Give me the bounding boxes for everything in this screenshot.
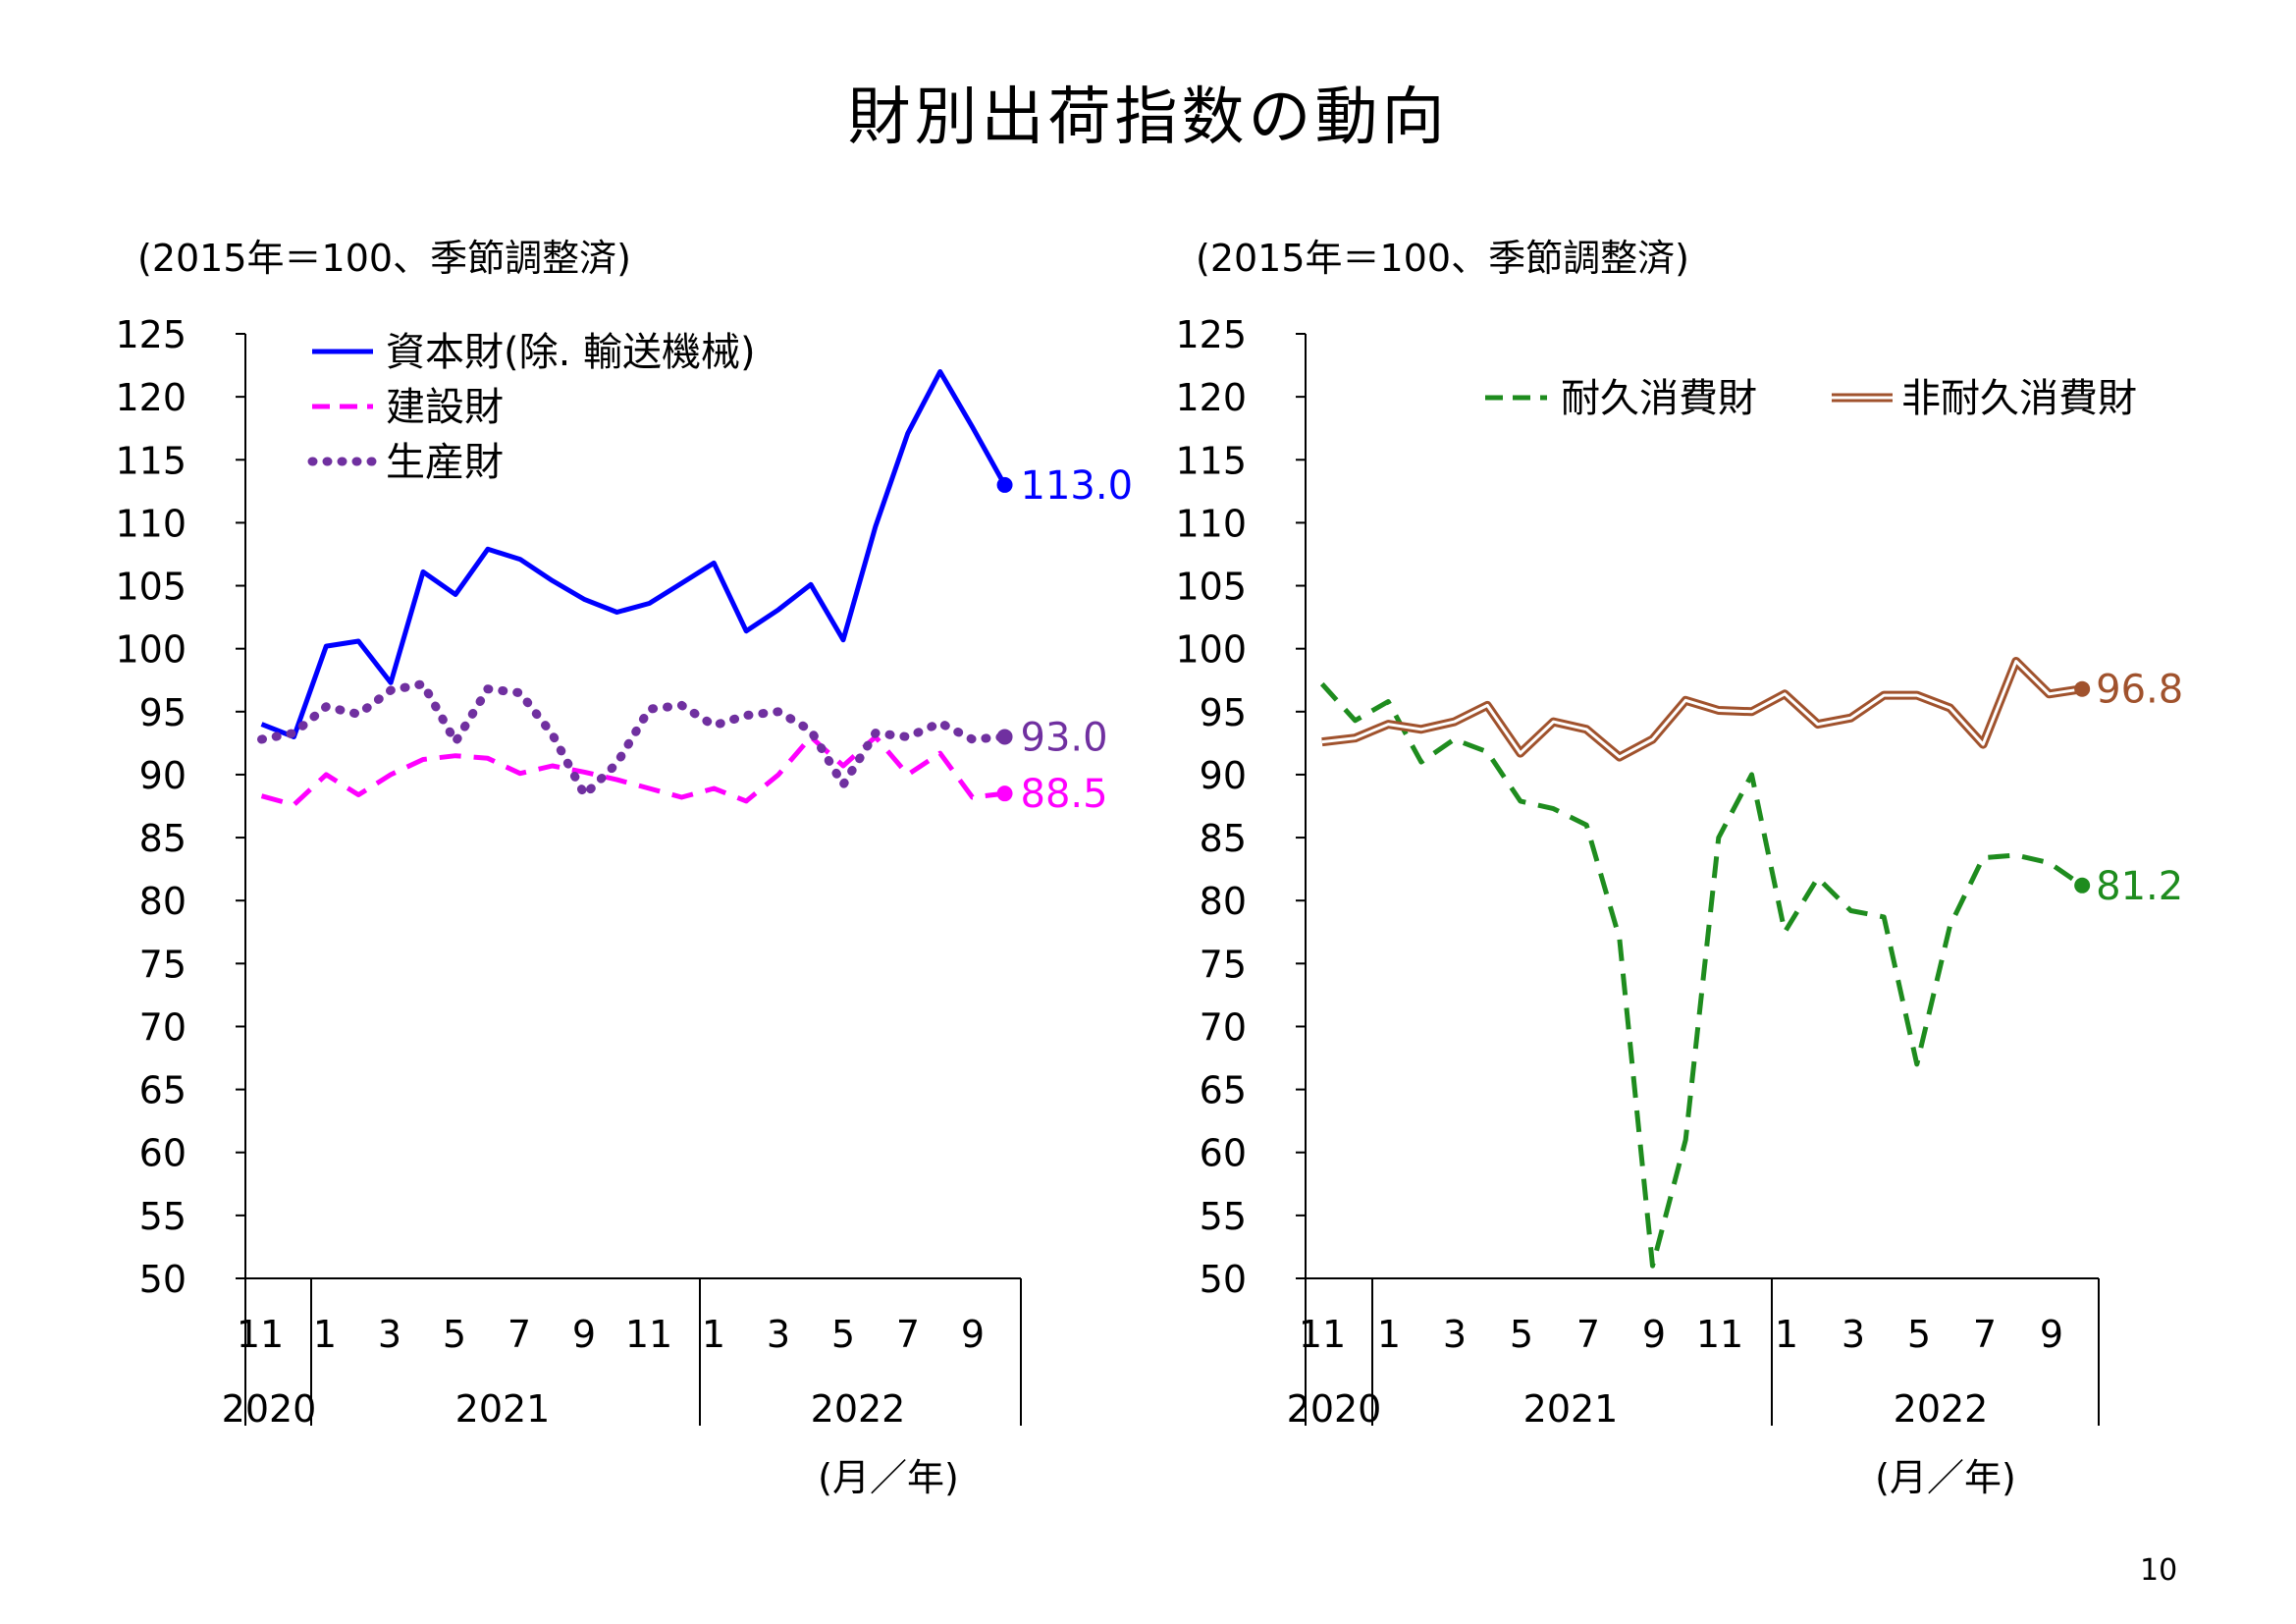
page-number: 10	[2140, 1553, 2178, 1588]
end-value-label: 93.0	[1021, 715, 1108, 760]
series-line-0	[260, 369, 1007, 739]
y-tick-label: 115	[115, 439, 187, 482]
y-tick-label: 70	[1200, 1005, 1247, 1049]
year-label: 2021	[1523, 1387, 1619, 1431]
y-tick-label: 85	[139, 817, 187, 860]
y-tick-label: 105	[1175, 566, 1247, 609]
x-tick-label: 1	[702, 1313, 725, 1356]
end-point-marker	[2074, 680, 2091, 697]
y-tick-label: 125	[115, 313, 187, 356]
end-value-label: 81.2	[2096, 864, 2183, 909]
x-tick-label: 1	[313, 1313, 337, 1356]
end-value-label: 96.8	[2096, 668, 2183, 713]
y-tick-label: 115	[1175, 439, 1247, 482]
end-value-label: 113.0	[1021, 463, 1134, 509]
end-point-marker	[996, 729, 1013, 745]
series-line-2	[257, 679, 1009, 799]
year-label: 2020	[222, 1387, 317, 1431]
y-tick-label: 95	[139, 691, 187, 734]
series-line-1	[1321, 657, 2083, 762]
x-tick-label: 3	[1842, 1313, 1865, 1356]
x-tick-label: 5	[1510, 1313, 1533, 1356]
x-tick-label: 3	[767, 1313, 790, 1356]
x-tick-label: 7	[896, 1313, 920, 1356]
end-point-marker	[996, 476, 1013, 493]
y-tick-label: 75	[139, 943, 187, 986]
y-tick-label: 55	[1200, 1195, 1247, 1238]
legend-label: 建設財	[386, 385, 504, 430]
end-point-marker	[996, 785, 1013, 802]
legend-label: 耐久消費財	[1561, 376, 1757, 421]
x-tick-label: 7	[1973, 1313, 1997, 1356]
y-tick-label: 125	[1175, 313, 1247, 356]
year-label: 2020	[1287, 1387, 1382, 1431]
y-tick-label: 110	[1175, 502, 1247, 545]
year-label: 2022	[811, 1387, 906, 1431]
series-line-1	[260, 734, 1005, 808]
x-tick-label: 9	[572, 1313, 596, 1356]
y-tick-label: 80	[139, 880, 187, 923]
left-chart-unit-label: (2015年＝100、季節調整済)	[137, 237, 631, 280]
y-tick-label: 65	[139, 1069, 187, 1112]
x-tick-label: 11	[1696, 1313, 1743, 1356]
x-tick-label: 9	[961, 1313, 985, 1356]
y-tick-label: 50	[139, 1258, 187, 1301]
x-tick-label: 11	[625, 1313, 672, 1356]
page-title: 財別出荷指数の動向	[847, 81, 1449, 154]
legend-label: 生産財	[386, 440, 504, 485]
end-value-label: 88.5	[1021, 772, 1108, 817]
end-point-marker	[2074, 877, 2091, 893]
x-tick-label: 3	[378, 1313, 401, 1356]
y-tick-label: 85	[1200, 817, 1247, 860]
y-tick-label: 95	[1200, 691, 1247, 734]
y-tick-label: 60	[1200, 1132, 1247, 1175]
legend-label: 非耐久消費財	[1901, 376, 2137, 421]
legend-label: 資本財(除. 輸送機械)	[386, 330, 756, 375]
y-tick-label: 120	[115, 376, 187, 419]
x-tick-label: 11	[237, 1313, 284, 1356]
series-line-0	[1319, 681, 2084, 1269]
x-tick-label: 9	[2040, 1313, 2063, 1356]
year-label: 2022	[1894, 1387, 1989, 1431]
y-tick-label: 60	[139, 1132, 187, 1175]
series-line-1-inner	[1321, 660, 2083, 759]
x-tick-label: 5	[831, 1313, 855, 1356]
x-tick-label: 3	[1443, 1313, 1467, 1356]
y-tick-label: 105	[115, 566, 187, 609]
x-tick-label: 7	[1576, 1313, 1600, 1356]
right-chart-unit-label: (2015年＝100、季節調整済)	[1196, 237, 1689, 280]
y-tick-label: 120	[1175, 376, 1247, 419]
x-tick-label: 1	[1775, 1313, 1798, 1356]
y-tick-label: 100	[115, 628, 187, 672]
x-tick-label: 5	[443, 1313, 466, 1356]
y-tick-label: 65	[1200, 1069, 1247, 1112]
x-tick-label: 9	[1642, 1313, 1666, 1356]
x-tick-label: 7	[507, 1313, 531, 1356]
y-tick-label: 80	[1200, 880, 1247, 923]
x-tick-label: 1	[1377, 1313, 1401, 1356]
year-label: 2021	[455, 1387, 551, 1431]
x-unit-label: (月／年)	[1875, 1456, 2016, 1499]
x-unit-label: (月／年)	[818, 1456, 959, 1499]
y-tick-label: 90	[139, 754, 187, 797]
y-tick-label: 75	[1200, 943, 1247, 986]
y-tick-label: 50	[1200, 1258, 1247, 1301]
x-tick-label: 5	[1907, 1313, 1931, 1356]
y-tick-label: 90	[1200, 754, 1247, 797]
y-tick-label: 110	[115, 502, 187, 545]
y-tick-label: 70	[139, 1005, 187, 1049]
y-tick-label: 55	[139, 1195, 187, 1238]
y-tick-label: 100	[1175, 628, 1247, 672]
